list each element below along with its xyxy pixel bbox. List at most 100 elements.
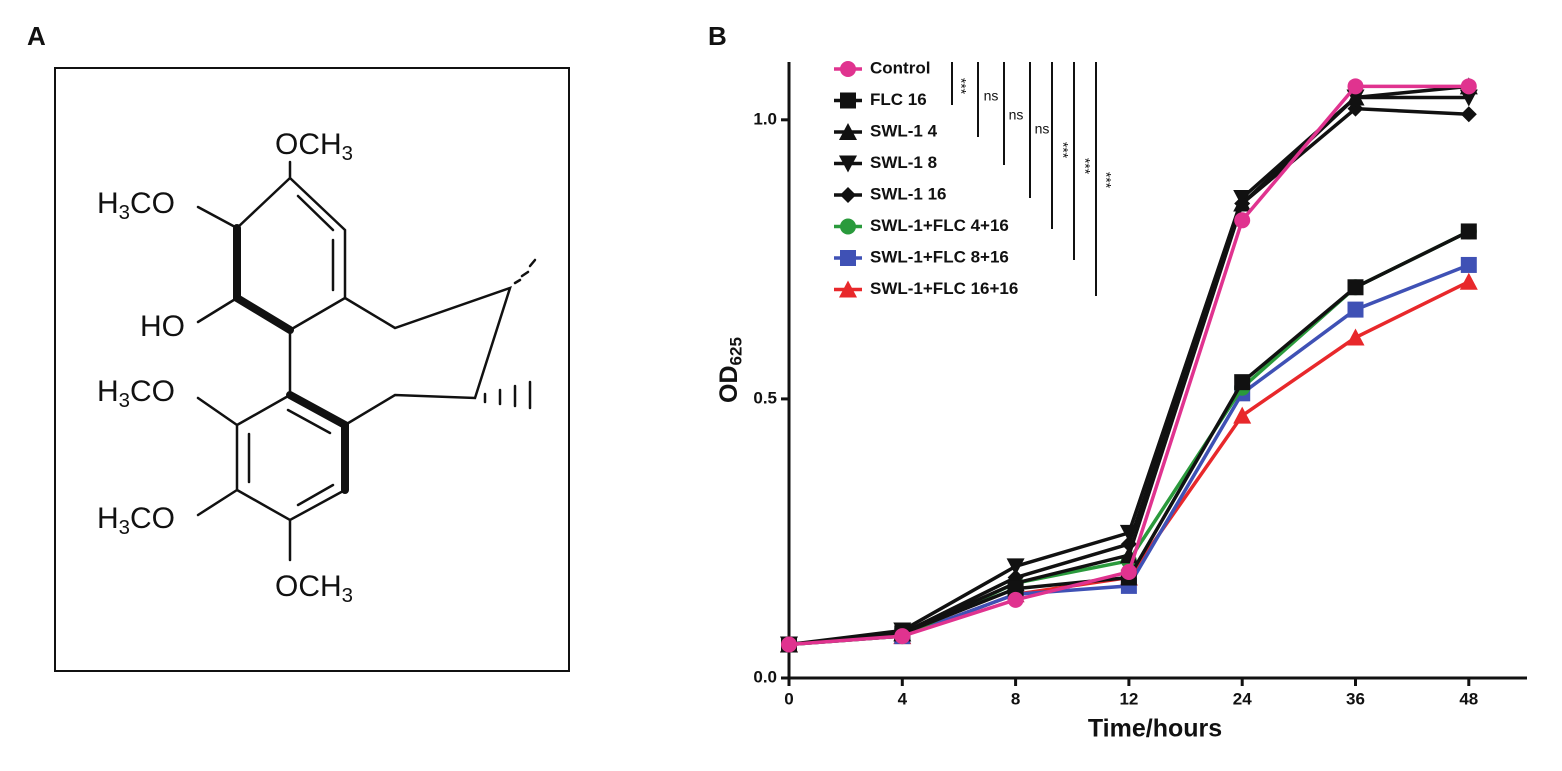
bond	[196, 205, 292, 397]
legend-item: SWL-1+FLC 8+16	[834, 247, 1009, 266]
label-part: H	[97, 502, 119, 535]
marker	[839, 123, 857, 140]
legend-label: SWL-1+FLC 16+16	[870, 279, 1018, 298]
label-part: CO	[130, 375, 175, 408]
subscript: 3	[342, 585, 353, 607]
marker	[1347, 78, 1364, 95]
marker	[1234, 374, 1251, 391]
label-part: OD	[715, 365, 743, 403]
marker	[1346, 88, 1365, 106]
marker	[1007, 580, 1024, 597]
ring-chain	[343, 285, 512, 427]
legend-label: SWL-1 8	[870, 153, 937, 172]
marker	[1460, 223, 1477, 240]
legend-label: SWL-1 16	[870, 184, 947, 203]
legend-item: Control	[834, 58, 930, 77]
marker	[1233, 194, 1252, 212]
subscript: 625	[727, 337, 746, 365]
marker	[781, 636, 797, 653]
marker	[840, 250, 856, 266]
atom-label: HO	[140, 310, 185, 343]
legend-item: SWL-1+FLC 4+16	[834, 216, 1009, 235]
label-part: H	[97, 187, 119, 220]
atom-label: H3CO	[97, 502, 175, 539]
subscript: 3	[119, 517, 130, 539]
significance-label: ***	[1055, 142, 1071, 159]
legend-label: Control	[870, 58, 930, 77]
marker	[840, 218, 856, 235]
x-axis-label: Time/hours	[1088, 715, 1222, 743]
significance-label: ns	[1035, 121, 1050, 137]
marker	[840, 187, 856, 203]
y-axis-label: OD625	[715, 337, 746, 403]
marker	[1006, 558, 1025, 576]
x-tick-label: 0	[784, 689, 793, 708]
legend-label: SWL-1+FLC 8+16	[870, 247, 1009, 266]
significance-label: ***	[953, 78, 969, 95]
significance-label: ***	[1098, 172, 1114, 189]
bonds	[196, 160, 537, 562]
legend-item: SWL-1 4	[834, 121, 938, 140]
label-part: CO	[130, 502, 175, 535]
wedge-bond	[233, 224, 294, 334]
legend-label: FLC 16	[870, 90, 927, 109]
atom-label: OCH3	[275, 570, 353, 607]
y-tick-label: 1.0	[753, 109, 777, 128]
legend-item: SWL-1 16	[834, 184, 947, 203]
legend-item: FLC 16	[834, 90, 927, 109]
x-tick-label: 8	[1011, 689, 1020, 708]
marker	[1119, 524, 1138, 542]
marker	[839, 155, 857, 173]
legend-label: SWL-1+FLC 4+16	[870, 216, 1009, 235]
legend-item: SWL-1 8	[834, 153, 937, 173]
structure-frame	[54, 67, 570, 672]
marker	[1347, 301, 1364, 318]
label-part: OCH	[275, 570, 342, 603]
subscript: 3	[119, 390, 130, 412]
hashed-bond	[513, 258, 537, 285]
label-part: HO	[140, 310, 185, 343]
hashed-bond	[483, 380, 532, 410]
panel-label: A	[27, 21, 46, 51]
marker	[1459, 272, 1478, 290]
structure: OCH3 H3CO HO H3CO H3CO OCH3	[54, 67, 570, 672]
marker	[1007, 591, 1024, 608]
significance-label: ns	[1009, 107, 1024, 123]
marker	[894, 628, 911, 645]
chart: Time/hours OD625 0.00.51.00 4 8 12 24 36 48Con…	[715, 58, 1527, 743]
x-tick-label: 4	[898, 689, 908, 708]
marker	[1460, 256, 1477, 273]
significance-label: ***	[1077, 158, 1093, 175]
y-tick-label: 0.0	[753, 667, 777, 686]
marker	[1120, 563, 1137, 580]
x-tick-label: 12	[1119, 689, 1138, 708]
legend-label: SWL-1 4	[870, 121, 938, 140]
atom-label: OCH3	[275, 128, 353, 165]
marker	[839, 280, 857, 298]
bond	[196, 393, 347, 562]
marker	[1234, 212, 1251, 229]
legend-item: SWL-1+FLC 16+16	[834, 279, 1018, 298]
label-part: CO	[130, 187, 175, 220]
panel-label: B	[708, 21, 727, 51]
marker	[1460, 106, 1477, 123]
marker	[1460, 78, 1477, 95]
x-tick-label: 48	[1459, 689, 1478, 708]
y-tick-label: 0.5	[753, 388, 777, 407]
double-bond	[296, 194, 335, 292]
bond	[235, 160, 347, 332]
wedge-bond	[286, 391, 349, 494]
marker	[1346, 328, 1365, 346]
x-tick-label: 36	[1346, 689, 1365, 708]
atom-label: H3CO	[97, 375, 175, 412]
marker	[840, 61, 856, 77]
marker	[1233, 406, 1252, 424]
marker	[840, 92, 856, 109]
label-part: OCH	[275, 128, 342, 161]
significance-label: ns	[984, 88, 999, 104]
subscript: 3	[119, 202, 130, 224]
atom-label: H3CO	[97, 187, 175, 224]
marker	[1347, 279, 1364, 296]
double-bond	[247, 408, 335, 507]
